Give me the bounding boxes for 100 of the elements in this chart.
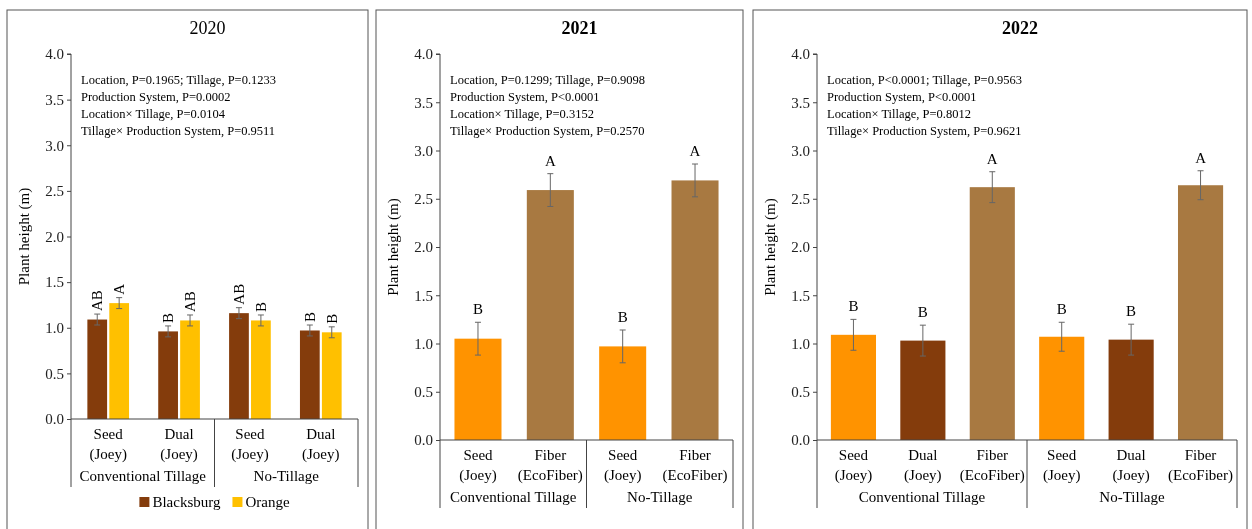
x-tick-label: Seed (Joey) (834, 447, 873, 484)
y-tick-label: 4.0 (45, 46, 64, 63)
y-tick-label: 1.5 (45, 274, 64, 291)
data-label: B (1056, 301, 1067, 318)
annotation: Location, P=0.1965; Tillage, P=0.1233 (81, 73, 277, 87)
annotation: Location× Tillage, P=0.8012 (827, 107, 971, 121)
y-tick-label: 2.5 (45, 183, 64, 200)
bar (1177, 185, 1224, 440)
x-tick-label: Dual (Joey) (302, 426, 340, 463)
data-label: B (617, 308, 628, 325)
y-tick-label: 3.0 (45, 137, 64, 154)
text: No-Tillage (253, 468, 320, 484)
annotation: Location, P<0.0001; Tillage, P=0.9563 (827, 73, 1023, 87)
y-axis-title: Plant height (m) (762, 198, 779, 296)
y-tick-label: 0.5 (791, 384, 810, 401)
data-label: A (111, 283, 128, 295)
annotation: Tillage× Production System, P=0.9511 (81, 124, 276, 138)
bar (830, 334, 877, 440)
bar (229, 313, 249, 419)
x-tick-label: Seed (Joey) (459, 447, 497, 484)
y-tick-label: 2.0 (791, 239, 810, 256)
x-tick-label: Seed (Joey) (231, 426, 269, 463)
annotation: Location× Tillage, P=0.3152 (450, 107, 594, 121)
x-tick-label: Dual (Joey) (1112, 447, 1150, 484)
bar (251, 320, 271, 419)
y-tick-label: 2.0 (45, 228, 64, 245)
legend-label: Orange (245, 494, 290, 510)
x-tick-label: Dual (Joey) (904, 447, 942, 484)
y-tick-label: 0.0 (414, 432, 433, 449)
data-label: A (689, 143, 701, 160)
data-label: A (1195, 149, 1207, 166)
data-label: AB (230, 283, 247, 305)
y-tick-label: 3.0 (414, 142, 433, 159)
bar (299, 330, 320, 419)
x-tick-label: Fiber (EcoFiber) (662, 447, 728, 484)
data-label: B (160, 312, 177, 323)
data-label: B (472, 301, 483, 318)
bar (87, 319, 108, 419)
y-tick-label: 1.0 (414, 335, 433, 352)
y-tick-label: 4.0 (791, 46, 810, 63)
y-tick-label: 3.0 (791, 142, 810, 159)
x-tick-label: Seed (Joey) (89, 426, 127, 463)
x-tick-label: Fiber (EcoFiber) (1168, 447, 1234, 484)
x-tick-label: Seed (Joey) (603, 447, 642, 484)
y-tick-label: 1.0 (45, 320, 64, 337)
text: Conventional Tillage (858, 489, 986, 505)
annotation: Tillage× Production System, P=0.2570 (450, 124, 645, 138)
y-tick-label: 1.0 (791, 335, 810, 352)
annotation: Location, P=0.1299; Tillage, P=0.9098 (450, 73, 646, 87)
bar (321, 332, 342, 419)
bar (180, 320, 200, 419)
data-label: A (544, 152, 556, 169)
x-tick-label: Seed (Joey) (1042, 447, 1081, 484)
y-tick-label: 1.5 (791, 287, 810, 304)
data-label: AB (89, 290, 106, 312)
bar (671, 180, 719, 440)
chart-title: 2020 (189, 18, 226, 38)
y-tick-label: 2.0 (414, 239, 433, 256)
data-label: B (848, 298, 859, 315)
x-tick-label: Fiber (EcoFiber) (517, 447, 583, 484)
y-tick-label: 0.5 (45, 365, 64, 382)
annotation: Production System, P<0.0001 (827, 90, 977, 104)
annotation: Production System, P=0.0002 (81, 90, 231, 104)
data-label: A (986, 150, 998, 167)
data-label: B (323, 313, 340, 324)
text: No-Tillage (1099, 489, 1165, 505)
bar (1108, 339, 1154, 440)
legend-label: Blacksburg (152, 494, 221, 510)
y-tick-label: 2.5 (791, 191, 810, 208)
y-axis-title: Plant height (m) (16, 187, 33, 286)
text: Conventional Tillage (79, 468, 207, 484)
bar (526, 190, 574, 440)
data-label: B (1126, 303, 1137, 320)
bar (599, 346, 647, 440)
chart-title: 2022 (1002, 18, 1038, 38)
text: Conventional Tillage (450, 489, 577, 505)
y-tick-label: 3.5 (791, 94, 810, 111)
y-tick-label: 3.5 (414, 94, 433, 111)
y-tick-label: 1.5 (414, 287, 433, 304)
x-tick-label: Dual (Joey) (160, 426, 198, 463)
y-tick-label: 0.5 (414, 384, 433, 401)
bar (158, 331, 178, 419)
y-tick-label: 0.0 (791, 432, 810, 449)
y-axis-title: Plant height (m) (385, 198, 402, 296)
data-label: B (917, 304, 928, 321)
chart-title: 2021 (561, 18, 598, 38)
bar (109, 303, 130, 419)
text: No-Tillage (627, 489, 693, 505)
y-tick-label: 4.0 (414, 46, 433, 63)
data-label: AB (182, 291, 199, 312)
y-tick-label: 3.5 (45, 91, 64, 108)
data-label: B (301, 312, 318, 323)
y-tick-label: 0.0 (45, 411, 64, 428)
annotation: Production System, P<0.0001 (450, 90, 600, 104)
bar (900, 340, 946, 440)
annotation: Location× Tillage, P=0.0104 (81, 107, 226, 121)
data-label: B (252, 301, 269, 312)
bar (454, 338, 502, 440)
y-tick-label: 2.5 (414, 191, 433, 208)
bar (969, 187, 1015, 440)
